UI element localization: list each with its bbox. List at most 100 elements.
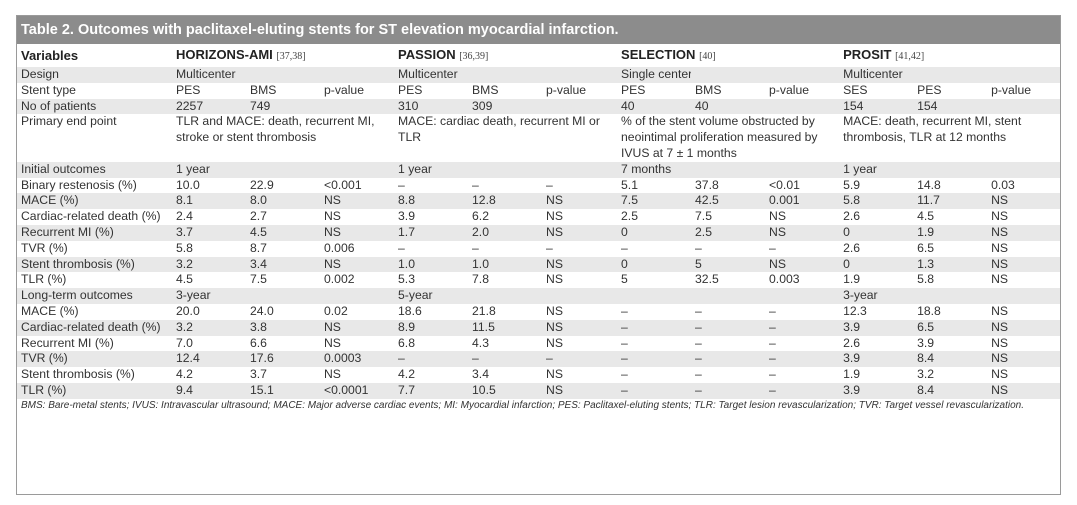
- table-cell: 12.3: [843, 303, 867, 318]
- table-cell: –: [765, 319, 840, 336]
- table-row: No of patients 2257 749 310 309 40 40 154 154: [17, 98, 1060, 115]
- row-label: TVR (%): [17, 351, 172, 368]
- table-cell: [468, 288, 543, 304]
- table-cell: –: [769, 303, 776, 318]
- table-cell: 6.8: [398, 335, 415, 350]
- table-cell: 8.8: [394, 193, 469, 210]
- table-cell: –: [765, 351, 840, 368]
- table-body: Variables HORIZONS-AMI [37,38] PASSION […: [17, 44, 1060, 399]
- table-cell: [617, 288, 692, 304]
- table-row: TVR (%) 5.8 8.7 0.006 – – – – – – 2.6 6.5 NS: [17, 241, 1060, 257]
- table-cell: –: [769, 240, 776, 255]
- table-cell: 2.5: [621, 209, 638, 224]
- table-cell: 3.4: [246, 256, 320, 273]
- table-cell: 8.4: [913, 351, 988, 368]
- table-cell: 0: [839, 224, 914, 241]
- table-cell: NS: [991, 209, 1008, 224]
- table-cell: [320, 161, 395, 178]
- table-cell: NS: [542, 224, 618, 241]
- table-cell: 310: [394, 98, 469, 115]
- table-cell: 3-year: [839, 288, 914, 304]
- table-cell: 1.3: [913, 256, 988, 273]
- table-cell: 5.8: [917, 272, 935, 287]
- table-cell: –: [695, 367, 702, 382]
- table-cell: –: [769, 367, 776, 382]
- table-cell: 8.7: [250, 240, 267, 255]
- table-cell: 154: [913, 98, 988, 115]
- table-cell: –: [617, 382, 692, 399]
- table-cell: –: [695, 303, 702, 318]
- table-cell: MACE: death, recurrent MI, stent thrombo…: [843, 114, 1022, 145]
- table-cell: 0.001: [765, 193, 840, 210]
- table-cell: 8.1: [172, 193, 246, 210]
- table-cell: –: [691, 382, 766, 399]
- table-cell: 4.3: [472, 335, 489, 350]
- study-name: PROSIT: [843, 47, 892, 62]
- table-cell: NS: [991, 335, 1008, 350]
- table-cell: p-value: [324, 82, 364, 97]
- table-cell: NS: [324, 209, 341, 224]
- table-cell: BMS: [695, 82, 722, 97]
- table-cell: 0: [617, 256, 692, 273]
- table-cell: NS: [991, 303, 1008, 318]
- table-cell: 1.0: [394, 256, 469, 273]
- table-cell: [320, 98, 395, 115]
- table-cell: 9.4: [172, 382, 246, 399]
- row-label: MACE (%): [21, 303, 79, 318]
- table-cell: 11.7: [913, 193, 988, 210]
- table-cell: 1.9: [843, 367, 861, 382]
- table-cell: 6.5: [917, 240, 935, 255]
- outcomes-table: Variables HORIZONS-AMI [37,38] PASSION […: [17, 44, 1060, 399]
- table-cell: NS: [987, 351, 1060, 368]
- table-cell: 5.9: [843, 177, 861, 192]
- table-cell: –: [542, 351, 618, 368]
- row-label: Stent thrombosis (%): [17, 256, 172, 273]
- table-cell: –: [546, 240, 553, 255]
- table-cell: % of the stent volume obstructed by neoi…: [621, 114, 818, 160]
- table-cell: [320, 67, 395, 83]
- table-cell: 1 year: [394, 161, 469, 178]
- table-cell: NS: [324, 367, 341, 382]
- table-cell: –: [691, 319, 766, 336]
- table-cell: SES: [843, 82, 868, 97]
- table-cell: 7.0: [176, 335, 193, 350]
- table-cell: 17.6: [246, 351, 320, 368]
- table-cell: 749: [246, 98, 320, 115]
- table-cell: [765, 288, 840, 304]
- row-label: TLR (%): [21, 272, 67, 287]
- table-cell: –: [617, 319, 692, 336]
- table-cell: –: [546, 177, 553, 192]
- study-ref: [37,38]: [276, 51, 306, 62]
- table-cell: NS: [324, 335, 341, 350]
- table-cell: 7.8: [472, 272, 489, 287]
- table-cell: 4.2: [176, 367, 193, 382]
- row-label: TLR (%): [17, 382, 172, 399]
- table-cell: –: [472, 240, 479, 255]
- table-cell: 1.9: [913, 224, 988, 241]
- table-cell: 3-year: [172, 288, 246, 304]
- table-cell: 7 months: [617, 161, 692, 178]
- table-cell: 10.0: [176, 177, 200, 192]
- table-cell: 3.7: [250, 367, 267, 382]
- table-row: MACE (%) 20.0 24.0 0.02 18.6 21.8 NS – – – 12.3 18.…: [17, 304, 1060, 320]
- table-cell: 4.5: [917, 209, 935, 224]
- table-cell: NS: [546, 367, 563, 382]
- table-cell: NS: [546, 209, 563, 224]
- table-cell: PES: [917, 82, 942, 97]
- table-cell: 3.7: [172, 224, 246, 241]
- table-cell: NS: [987, 256, 1060, 273]
- table-cell: NS: [320, 193, 395, 210]
- table-cell: 21.8: [472, 303, 496, 318]
- table-cell: 0.002: [324, 272, 355, 287]
- table-title: Table 2. Outcomes with paclitaxel-elutin…: [17, 16, 1060, 44]
- table-cell: 2.6: [843, 209, 861, 224]
- table-cell: 20.0: [176, 303, 200, 318]
- table-cell: 3.9: [839, 382, 914, 399]
- header-row: Variables HORIZONS-AMI [37,38] PASSION […: [17, 44, 1060, 67]
- table-cell: 2.0: [468, 224, 543, 241]
- table-cell: 7.5: [250, 272, 267, 287]
- table-cell: NS: [546, 303, 563, 318]
- table-cell: –: [398, 177, 405, 192]
- table-row: Cardiac-related death (%) 3.2 3.8 NS 8.9 11.5…: [17, 319, 1060, 336]
- table-cell: NS: [987, 193, 1060, 210]
